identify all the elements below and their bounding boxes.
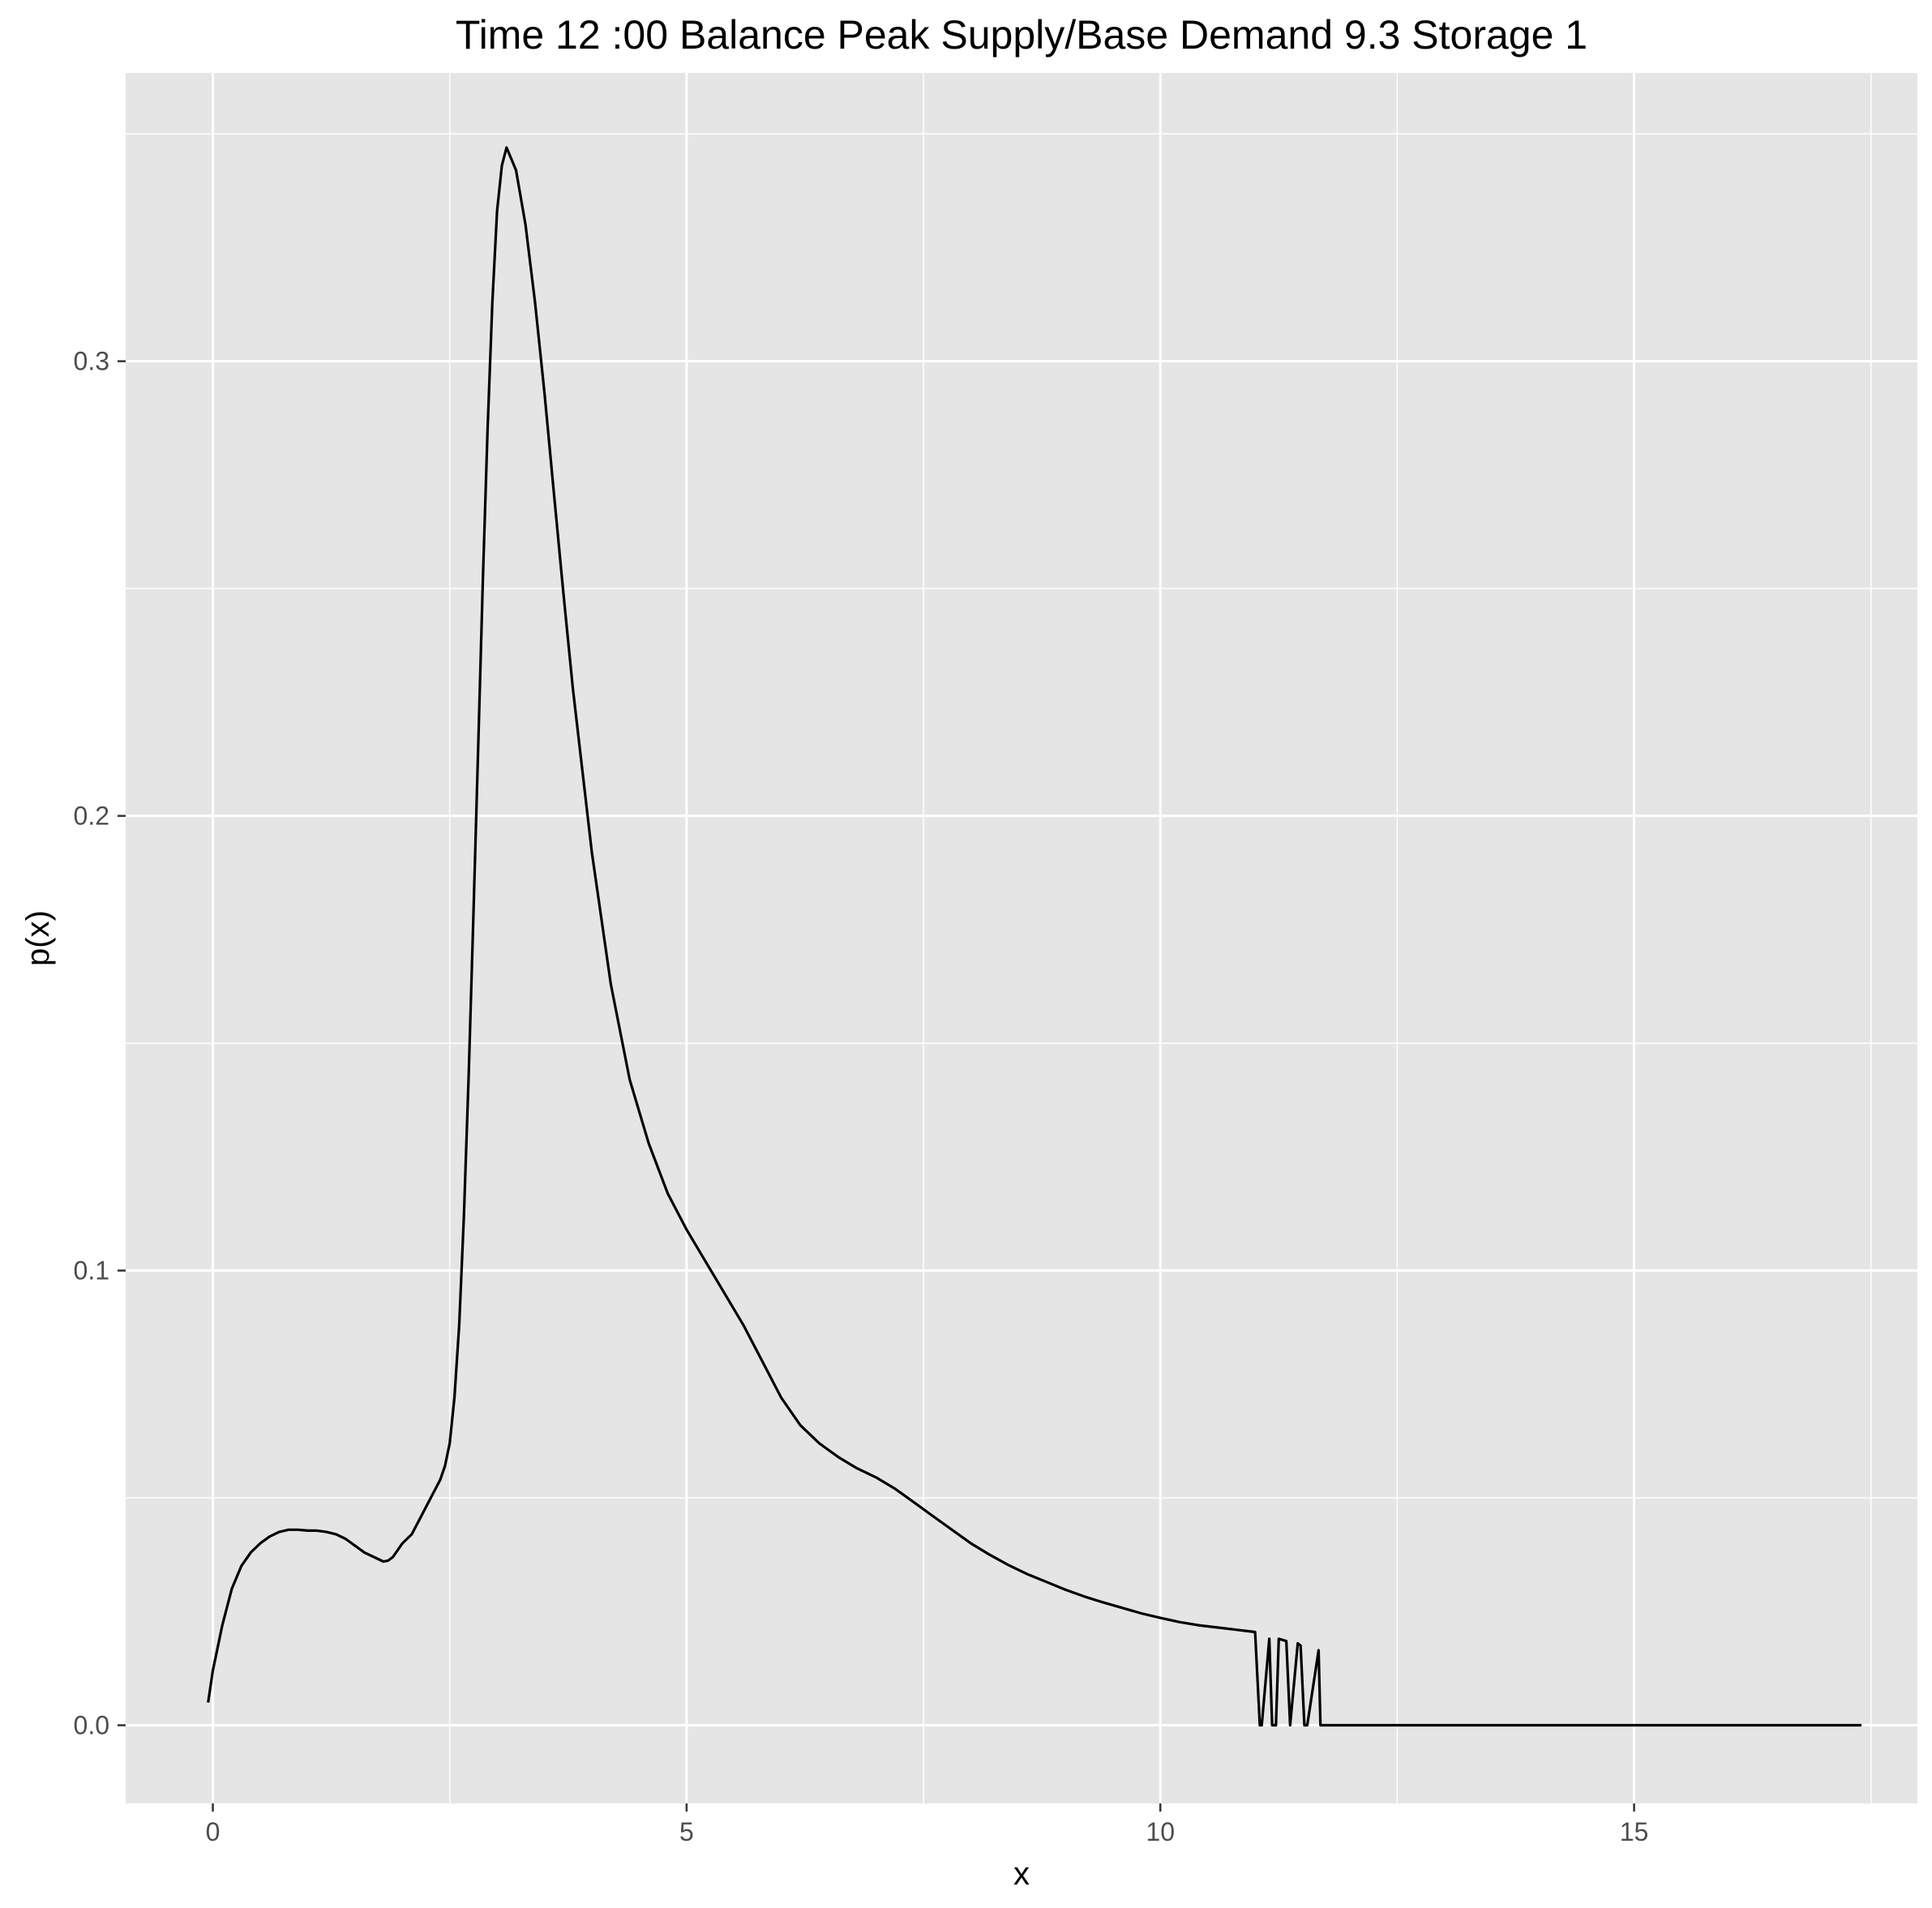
x-tick-label: 5 [679,1817,694,1846]
y-axis-ticks: 0.0 0.1 0.2 0.3 [74,347,126,1740]
y-tick-label: 0.2 [74,802,109,831]
y-tick-label: 0.1 [74,1256,109,1286]
series-line-0 [207,146,1861,1727]
y-tick-label: 0.0 [74,1711,109,1740]
x-axis-title: x [1013,1856,1030,1892]
plot-panel [126,73,1917,1803]
series-layer [207,146,1861,1727]
y-tick-label: 0.3 [74,347,109,376]
chart-title: Time 12 :00 Balance Peak Supply/Base Dem… [456,12,1587,58]
x-tick-label: 10 [1146,1817,1175,1846]
x-axis-ticks: 0 5 10 15 [206,1803,1649,1846]
x-tick-label: 15 [1620,1817,1649,1846]
y-axis-title: p(x) [20,910,56,966]
x-tick-label: 0 [206,1817,221,1846]
